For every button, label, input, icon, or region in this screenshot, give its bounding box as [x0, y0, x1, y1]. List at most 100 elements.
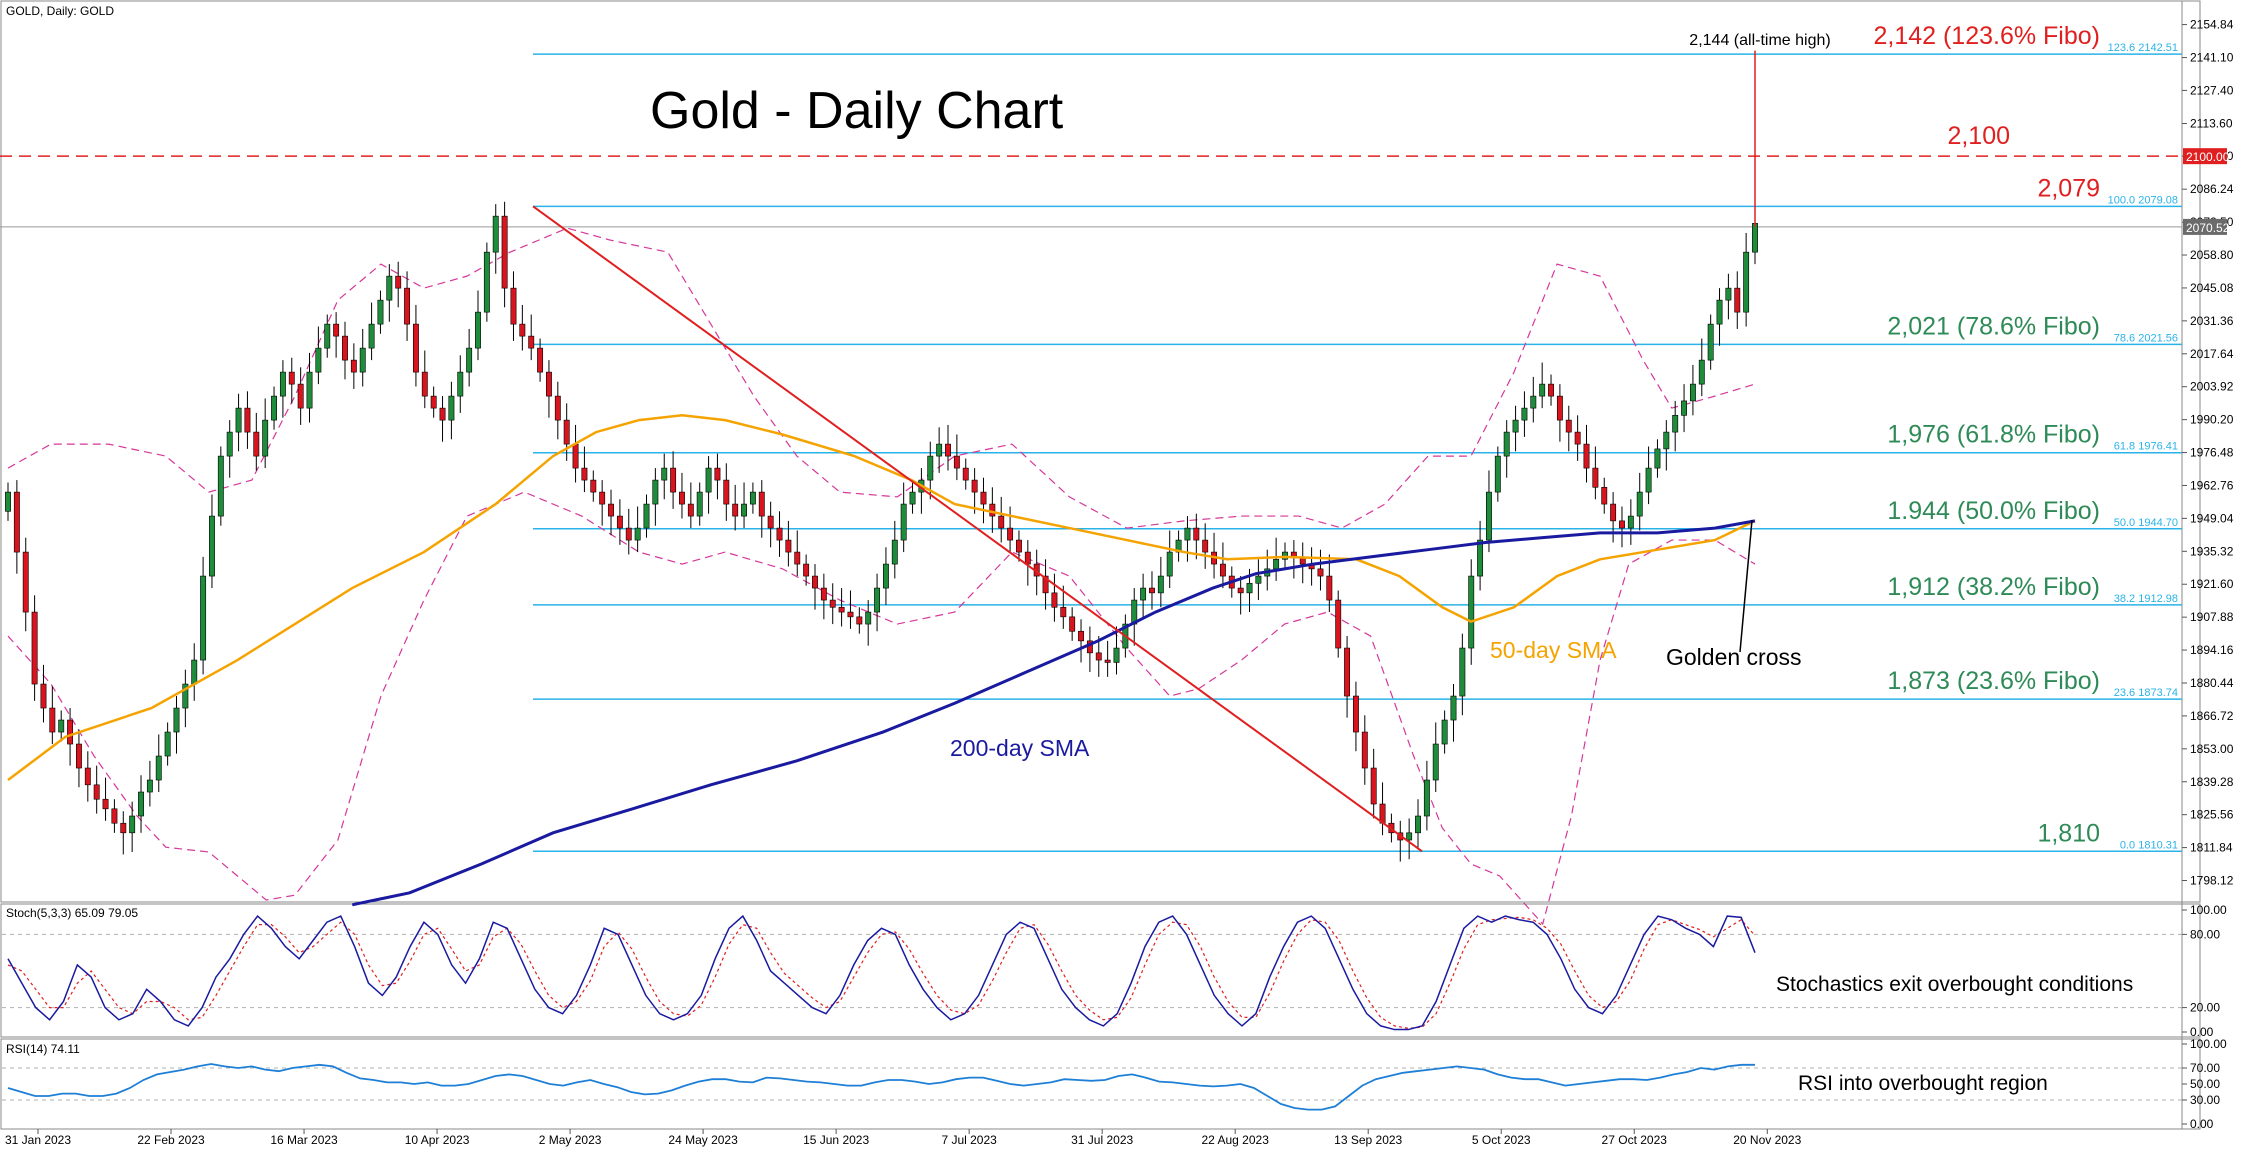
candle-body [75, 743, 82, 769]
candle-body [634, 527, 641, 541]
candle-body [1335, 599, 1342, 649]
candle-body [572, 443, 579, 469]
candle-body [1743, 251, 1750, 313]
candle-body [1548, 383, 1554, 397]
x-tick-label: 22 Aug 2023 [1201, 1133, 1269, 1147]
stoch-y-tick-label: 0.00 [2190, 1025, 2214, 1039]
candle-body [1503, 431, 1510, 457]
candle-body [953, 455, 960, 469]
fib-axis-label: 38.2 1912.98 [2114, 593, 2178, 605]
x-tick-label: 5 Oct 2023 [1472, 1133, 1531, 1147]
y-tick-label: 2154.84 [2190, 18, 2234, 32]
candle-body [1273, 558, 1280, 570]
rsi-y-tick-label: 70.00 [2190, 1061, 2220, 1075]
candle-body [1193, 527, 1200, 541]
resistance-label: 2,100 [1947, 122, 2010, 150]
y-tick-label: 1839.28 [2190, 775, 2234, 789]
x-tick-label: 20 Nov 2023 [1733, 1133, 1801, 1147]
candle-body [1326, 575, 1333, 601]
fib-label: 1,912 (38.2% Fibo) [1887, 573, 2100, 601]
candle-body [501, 215, 508, 289]
fib-axis-label: 100.0 2079.08 [2108, 194, 2178, 206]
candle-body [661, 467, 668, 481]
candle-body [865, 611, 872, 625]
candle-body [900, 503, 907, 541]
rsi-title: RSI(14) 74.11 [6, 1042, 80, 1056]
y-tick-label: 1935.32 [2190, 544, 2234, 558]
candle-body [528, 335, 535, 349]
fib-label: 2,021 (78.6% Fibo) [1887, 312, 2100, 340]
candle-body [359, 347, 366, 373]
candle-body [67, 719, 74, 745]
candle-body [510, 287, 517, 325]
candle-body [1104, 659, 1111, 663]
rsi-y-tick-label: 100.00 [2190, 1037, 2227, 1051]
candle-body [1725, 287, 1732, 301]
golden-cross-label: Golden cross [1666, 644, 1802, 670]
candle-body [1157, 575, 1164, 594]
candle-body [209, 515, 215, 577]
candle-body [998, 515, 1005, 529]
candle-body [625, 527, 632, 541]
fib-label: 1,810 [2037, 819, 2100, 847]
candle-body [111, 808, 118, 824]
candle-body [1246, 582, 1253, 594]
candle-body [93, 784, 100, 800]
candle-body [856, 616, 863, 625]
candle-body [271, 395, 277, 421]
candle-body [1255, 575, 1262, 584]
candle-body [244, 407, 251, 433]
rsi-y-tick-label: 30.00 [2190, 1093, 2220, 1107]
y-tick-label: 2058.80 [2190, 248, 2234, 262]
candle-body [945, 443, 951, 457]
candle-body [279, 371, 286, 397]
fib-label: 2,142 (123.6% Fibo) [1873, 22, 2100, 50]
candle-body [1149, 587, 1155, 594]
price-panel-frame [0, 0, 2201, 903]
fib-axis-label: 50.0 1944.70 [2114, 517, 2178, 529]
downtrend-line [532, 205, 1423, 853]
y-tick-label: 1921.60 [2190, 577, 2234, 591]
x-tick-label: 16 Mar 2023 [270, 1133, 338, 1147]
y-tick-label: 2141.10 [2190, 51, 2234, 65]
candle-body [306, 371, 313, 409]
candle-body [395, 275, 402, 289]
candle-body [1016, 539, 1022, 553]
candle-body [466, 347, 473, 373]
candle-body [1459, 647, 1466, 697]
candle-body [687, 503, 694, 517]
rsi-line [7, 1063, 1755, 1111]
candle-body [1441, 719, 1448, 745]
candle-body [1007, 527, 1014, 541]
y-tick-label: 1866.72 [2190, 709, 2234, 723]
candle-body [1370, 767, 1377, 805]
candle-body [590, 479, 597, 493]
candle-body [1406, 832, 1413, 841]
candle-body [599, 491, 606, 505]
candle-body [1654, 448, 1661, 469]
stoch-panel-frame [0, 903, 2201, 1038]
candle-body [803, 563, 810, 577]
candle-body [936, 443, 943, 457]
candle-body [350, 359, 357, 373]
candle-body [457, 371, 464, 397]
candle-body [368, 323, 375, 349]
candle-body [13, 491, 20, 553]
candle-body [253, 431, 260, 457]
candle-body [1095, 652, 1102, 661]
candle-body [120, 822, 127, 834]
x-tick-label: 31 Jul 2023 [1071, 1133, 1133, 1147]
candle-body [412, 323, 419, 373]
resistance-axis-tag-text: 2100.00 [2186, 150, 2230, 164]
candle-body [404, 287, 411, 325]
y-tick-label: 1880.44 [2190, 676, 2234, 690]
fib-axis-label: 61.8 1976.41 [2114, 441, 2178, 453]
candle-body [1601, 486, 1608, 505]
candle-body [1166, 551, 1173, 577]
candle-body [1734, 287, 1741, 313]
x-tick-label: 31 Jan 2023 [5, 1133, 71, 1147]
candle-body [58, 719, 65, 733]
candle-body [1583, 443, 1590, 469]
y-tick-label: 2017.64 [2190, 347, 2234, 361]
candle-body [643, 503, 650, 529]
